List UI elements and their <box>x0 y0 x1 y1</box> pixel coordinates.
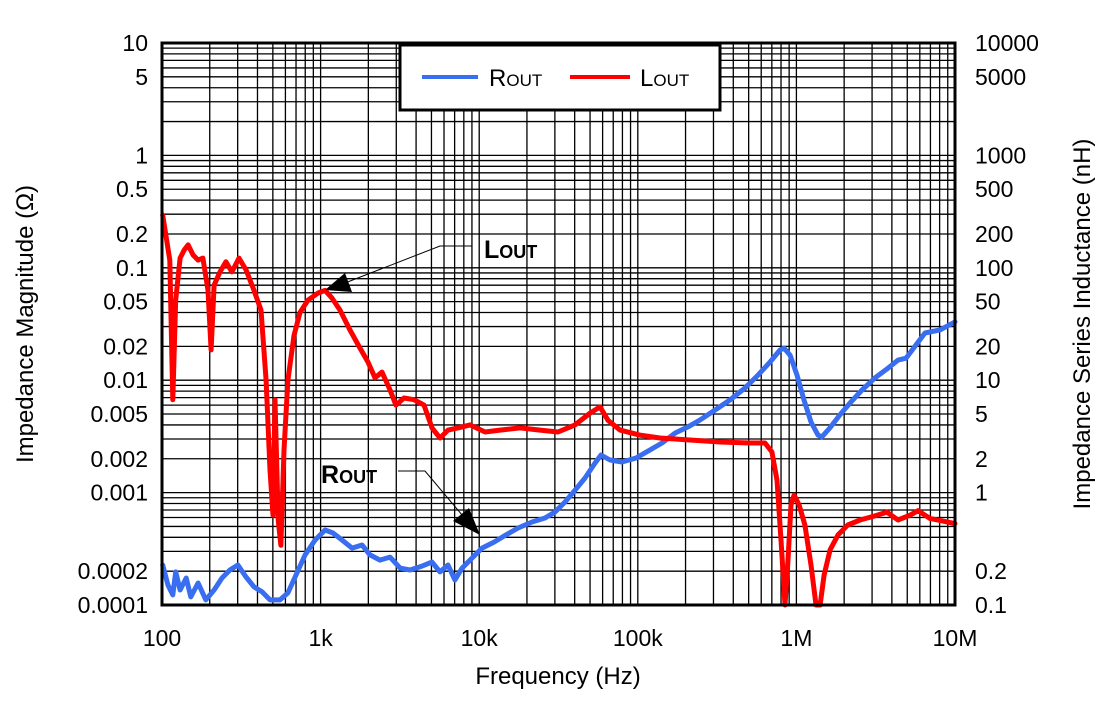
y-tick-label: 0.5 <box>116 176 148 202</box>
x-tick-labels: 100 1k 10k 100k 1M 10M <box>143 625 978 651</box>
y2-tick-label: 1 <box>975 480 988 506</box>
x-tick-label: 100k <box>613 625 663 651</box>
annotation-rout: ROUT <box>321 461 480 535</box>
legend-rout-label: ROUT <box>489 65 542 92</box>
annotation-lout-arrowhead <box>325 273 352 292</box>
legend-lout-label: LOUT <box>640 65 689 92</box>
series-group <box>160 212 958 608</box>
y-tick-label: 0.01 <box>103 367 148 393</box>
annotation-lout-label: LOUT <box>484 236 537 264</box>
y-tick-label: 1 <box>135 142 148 168</box>
annotation-rout-leader <box>398 470 469 523</box>
y2-tick-label: 0.1 <box>975 592 1007 618</box>
y-tick-label: 0.02 <box>103 333 148 359</box>
x-axis-label: Frequency (Hz) <box>475 663 640 690</box>
y2-tick-label: 0.2 <box>975 558 1007 584</box>
plot-frame <box>160 41 957 607</box>
y2-tick-label: 10000 <box>975 30 1039 56</box>
y2-tick-label: 500 <box>975 176 1013 202</box>
y2-tick-label: 50 <box>975 289 1001 315</box>
y-tick-labels: 10 5 1 0.5 0.2 0.1 0.05 0.02 0.01 0.005 0.002 0.001… <box>78 30 148 618</box>
y-tick-label: 0.0002 <box>78 558 148 584</box>
y-tick-label: 10 <box>122 30 148 56</box>
y2-tick-label: 5000 <box>975 64 1026 90</box>
y2-tick-label: 100 <box>975 255 1013 281</box>
y-tick-label: 0.001 <box>90 480 148 506</box>
annotation-lout-leader <box>344 245 472 284</box>
x-tick-label: 10k <box>461 625 499 651</box>
y2-axis-label: Impedance Series Inductance (nH) <box>1069 139 1096 510</box>
y-tick-label: 0.002 <box>90 446 148 472</box>
y-tick-label: 0.005 <box>90 401 148 427</box>
annotation-rout-arrowhead <box>453 508 480 535</box>
y2-tick-label: 10 <box>975 367 1001 393</box>
y2-tick-label: 2 <box>975 446 988 472</box>
y2-tick-label: 5 <box>975 401 988 427</box>
x-tick-label: 1k <box>308 625 333 651</box>
x-tick-label: 1M <box>780 625 812 651</box>
y-tick-label: 5 <box>135 64 148 90</box>
y2-tick-label: 1000 <box>975 142 1026 168</box>
y2-tick-label: 200 <box>975 221 1013 247</box>
legend: ROUT LOUT <box>398 43 722 112</box>
y-axis-label: Impedance Magnitude (Ω) <box>12 185 39 463</box>
y2-tick-labels: 10000 5000 1000 500 200 100 50 20 10 5 2 1 0.2 0.1 <box>975 30 1039 618</box>
annotation-rout-label: ROUT <box>321 461 377 489</box>
x-tick-label: 100 <box>143 625 181 651</box>
series-line-lout <box>160 212 958 608</box>
y-tick-label: 0.2 <box>116 221 148 247</box>
annotation-lout: LOUT <box>325 236 537 292</box>
x-tick-label: 10M <box>933 625 978 651</box>
y-tick-label: 0.1 <box>116 255 148 281</box>
series-line-rout <box>160 319 958 603</box>
y2-tick-label: 20 <box>975 333 1001 359</box>
y-tick-label: 0.05 <box>103 289 148 315</box>
y-tick-label: 0.0001 <box>78 592 148 618</box>
